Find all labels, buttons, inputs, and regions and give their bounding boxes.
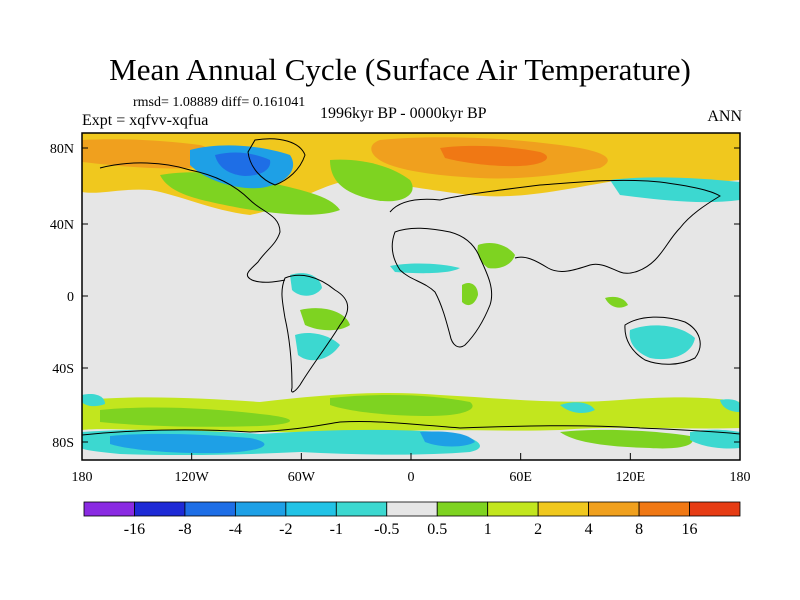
lat-label: 0 bbox=[67, 290, 74, 305]
colorbar-label: -0.5 bbox=[374, 521, 399, 538]
lat-label: 80N bbox=[50, 142, 74, 157]
experiment-label: Expt = xqfvv-xqfua bbox=[82, 112, 209, 129]
indonesia-green-field bbox=[605, 296, 628, 308]
colorbar-label: 1 bbox=[484, 521, 492, 538]
lon-label: 180 bbox=[730, 470, 751, 485]
season-label: ANN bbox=[707, 108, 742, 125]
lon-label: 180 bbox=[72, 470, 93, 485]
colorbar-swatch bbox=[638, 501, 690, 517]
colorbar-label: -8 bbox=[178, 521, 191, 538]
lat-label: 80S bbox=[52, 436, 74, 451]
lon-label: 60E bbox=[509, 470, 532, 485]
colorbar-swatch bbox=[134, 501, 186, 517]
europe-green-field bbox=[330, 159, 413, 202]
southern-ocean-cyan-patch-2 bbox=[720, 399, 740, 412]
colorbar-label: -4 bbox=[229, 521, 242, 538]
north-america-coast bbox=[99, 162, 286, 283]
colorbar-label: 4 bbox=[585, 521, 593, 538]
pacific-cyan-field bbox=[610, 177, 740, 203]
south-america-cyan-field bbox=[295, 333, 340, 361]
brazil-green-field bbox=[300, 308, 350, 331]
arctic-orange-field-2 bbox=[82, 139, 213, 169]
colorbar-swatch bbox=[487, 501, 539, 517]
lon-label: 120W bbox=[175, 470, 210, 485]
antarctica-blue-field bbox=[110, 433, 265, 454]
colorbar-label: 16 bbox=[682, 521, 698, 538]
south-america-coast bbox=[281, 274, 349, 393]
colorbar-label: 0.5 bbox=[427, 521, 447, 538]
coastlines bbox=[82, 138, 740, 436]
colorbar-swatch bbox=[588, 501, 640, 517]
colorbar-swatch bbox=[285, 501, 337, 517]
africa-coast bbox=[391, 227, 493, 348]
colorbar-swatch bbox=[386, 501, 438, 517]
australia-coast bbox=[624, 316, 701, 365]
arabia-green-field bbox=[477, 243, 515, 269]
lon-label: 120E bbox=[616, 470, 646, 485]
colorbar-label: -16 bbox=[124, 521, 145, 538]
greenland-deep-cold-field bbox=[215, 152, 271, 176]
colorbar-swatch bbox=[234, 501, 287, 517]
australia-cyan-field bbox=[629, 325, 695, 360]
colorbar-swatch bbox=[689, 501, 741, 517]
antarctica-green-field bbox=[560, 429, 693, 449]
stats-label: rmsd= 1.08889 diff= 0.161041 bbox=[133, 95, 306, 110]
canada-green-field bbox=[160, 172, 340, 215]
lon-label: 0 bbox=[408, 470, 415, 485]
southern-ocean-cyan-patch-3 bbox=[560, 402, 595, 413]
siberia-hot-field bbox=[440, 145, 548, 167]
amazon-cyan-field bbox=[290, 273, 322, 296]
colorbar-swatch bbox=[436, 501, 489, 517]
antarctica-blue-field-2 bbox=[420, 431, 475, 447]
colorbar-label: -2 bbox=[279, 521, 292, 538]
colorbar: -16 -8 -4 -2 -1 -0.5 0.5 1 2 4 8 16 bbox=[83, 501, 741, 538]
europe-asia-coast bbox=[389, 179, 721, 274]
greenland-coast bbox=[247, 138, 306, 186]
longitude-axis: 180 120W 60W 0 60E 120E 180 bbox=[72, 453, 751, 485]
antarctica-cyan-field-2 bbox=[690, 429, 740, 449]
latitude-axis: 80N 40N 0 40S 80S bbox=[50, 142, 740, 451]
sahara-cyan-field bbox=[390, 263, 460, 274]
colorbar-label: 8 bbox=[635, 521, 643, 538]
colorbar-swatch bbox=[184, 501, 236, 517]
colorbar-swatch bbox=[537, 501, 590, 517]
southern-ocean-green-band-2 bbox=[330, 394, 473, 416]
africa-green-field bbox=[462, 283, 478, 306]
lat-label: 40N bbox=[50, 218, 74, 233]
lat-label: 40S bbox=[52, 362, 74, 377]
colorbar-swatch bbox=[83, 501, 135, 517]
lon-label: 60W bbox=[288, 470, 316, 485]
southern-ocean-green-band bbox=[100, 407, 290, 427]
colorbar-label: 2 bbox=[534, 521, 542, 538]
colorbar-label: -1 bbox=[330, 521, 343, 538]
figure-title: Mean Annual Cycle (Surface Air Temperatu… bbox=[109, 52, 691, 87]
colorbar-swatch bbox=[335, 501, 388, 517]
antarctica-coast bbox=[82, 421, 740, 436]
southern-ocean-cyan-patch bbox=[82, 394, 105, 407]
period-label: 1996kyr BP - 0000kyr BP bbox=[320, 105, 487, 122]
